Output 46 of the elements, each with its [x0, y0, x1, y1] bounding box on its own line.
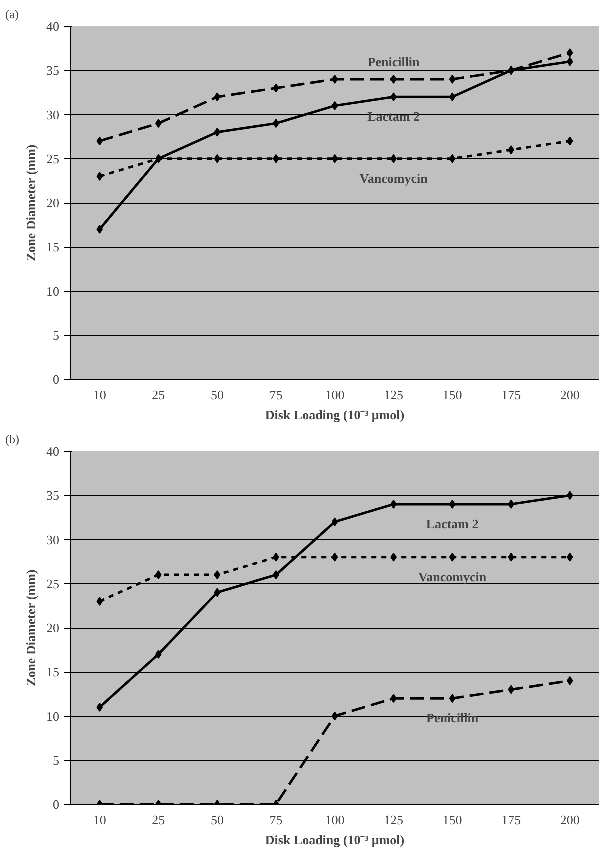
- y-tick-label: 30: [46, 107, 60, 122]
- x-tick-label: 25: [152, 388, 166, 402]
- y-tick-label: 10: [46, 284, 60, 299]
- x-tick-label: 200: [560, 812, 580, 828]
- y-tick-label: 20: [46, 196, 60, 210]
- x-tick-label: 175: [502, 812, 522, 828]
- y-tick-label: 20: [46, 620, 60, 636]
- x-tick-label: 25: [152, 812, 166, 828]
- x-tick-label: 50: [210, 812, 224, 828]
- y-tick-label: 15: [46, 664, 60, 680]
- y-tick-label: 30: [46, 532, 60, 548]
- y-tick-label: 40: [46, 444, 60, 459]
- y-axis-title: Zone Diameter (mm): [24, 144, 38, 262]
- x-tick-label: 125: [384, 812, 404, 828]
- y-axis-title: Zone Diameter (mm): [24, 570, 38, 686]
- y-tick-label: 35: [46, 488, 60, 504]
- y-tick-label: 35: [46, 63, 60, 78]
- y-tick-label: 15: [46, 240, 60, 255]
- x-tick-label: 125: [384, 388, 404, 402]
- y-tick-label: 5: [53, 328, 60, 343]
- y-tick-label: 10: [46, 708, 60, 724]
- x-tick-label: 50: [210, 388, 224, 402]
- x-tick-label: 10: [93, 812, 106, 828]
- chart-title: (a): [6, 8, 19, 22]
- x-axis-title: Disk Loading (10⁻³ µmol): [265, 408, 405, 422]
- y-tick-label: 5: [53, 752, 60, 768]
- y-tick-label: 25: [46, 576, 60, 592]
- y-tick-label: 40: [46, 19, 60, 34]
- x-tick-label: 100: [325, 812, 345, 828]
- x-tick-label: 200: [560, 388, 580, 402]
- y-tick-label: 0: [53, 797, 60, 812]
- x-tick-label: 75: [270, 812, 283, 828]
- x-tick-label: 10: [93, 388, 106, 402]
- x-tick-label: 175: [502, 388, 522, 402]
- x-tick-label: 150: [442, 388, 462, 402]
- chart-title: (b): [6, 432, 20, 446]
- x-tick-label: 100: [325, 388, 345, 402]
- x-axis-title: Disk Loading (10⁻³ µmol): [265, 832, 405, 848]
- x-tick-label: 150: [442, 812, 462, 828]
- series-label: Vancomycin: [418, 569, 488, 584]
- series-label: Penicillin: [368, 54, 421, 70]
- y-tick-label: 0: [53, 372, 60, 387]
- x-tick-label: 75: [270, 388, 283, 402]
- y-tick-label: 25: [46, 151, 60, 166]
- series-label: Lactam 2: [426, 516, 479, 532]
- series-label: Vancomycin: [360, 170, 429, 186]
